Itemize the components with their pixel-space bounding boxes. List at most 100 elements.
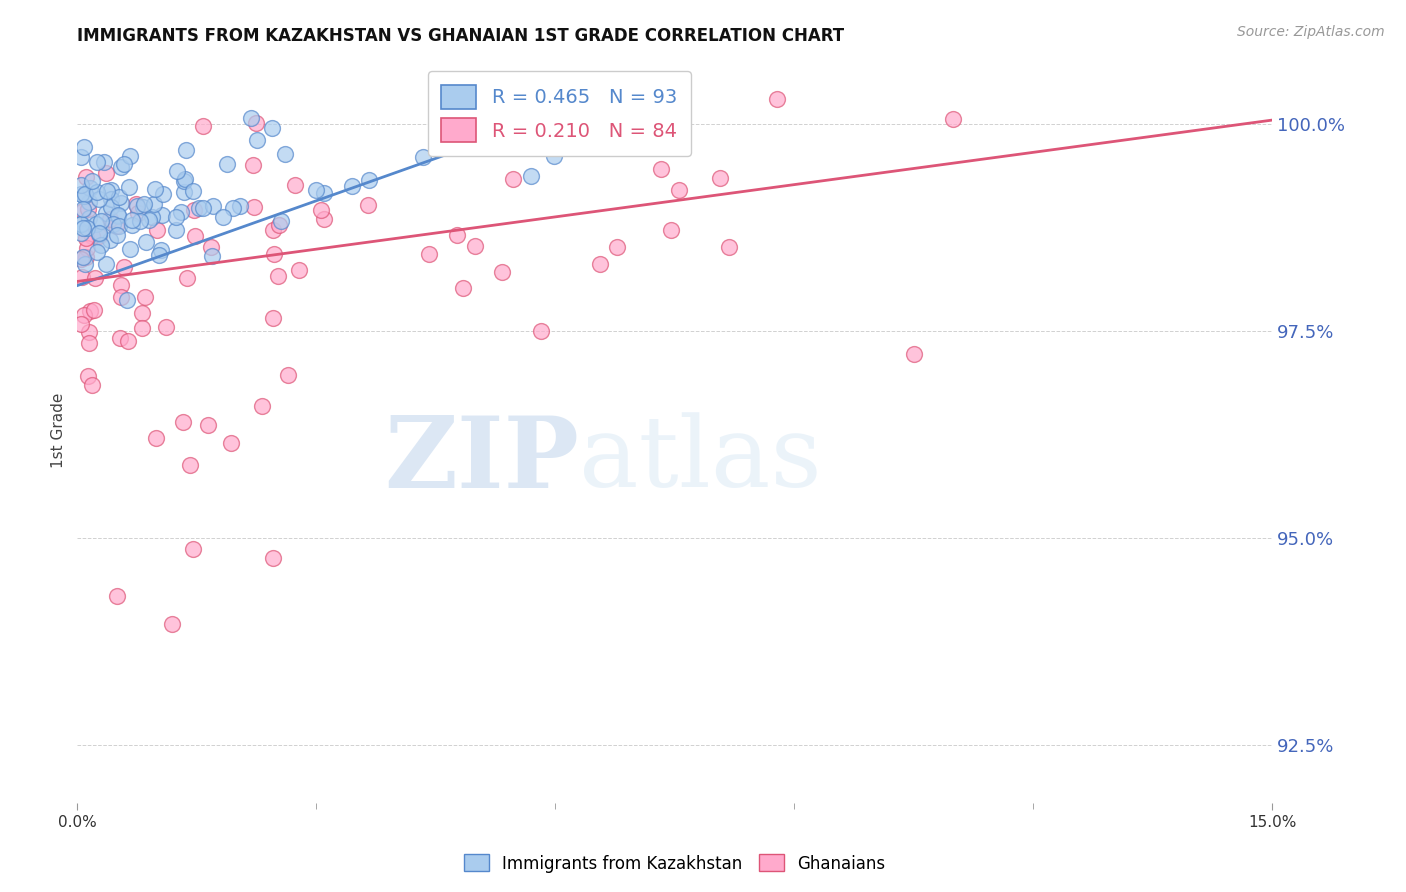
- Point: [173, 186, 195, 200]
- Point: [134, 290, 156, 304]
- Point: [229, 199, 252, 213]
- Point: [273, 146, 295, 161]
- Point: [519, 169, 541, 183]
- Point: [143, 197, 166, 211]
- Point: [174, 172, 197, 186]
- Point: [100, 200, 122, 214]
- Point: [75, 231, 97, 245]
- Point: [135, 235, 157, 250]
- Text: ZIP: ZIP: [384, 412, 579, 508]
- Point: [112, 156, 135, 170]
- Point: [305, 183, 328, 197]
- Point: [543, 148, 565, 162]
- Point: [165, 210, 187, 224]
- Point: [70, 187, 93, 202]
- Point: [357, 198, 380, 212]
- Point: [491, 265, 513, 279]
- Point: [176, 270, 198, 285]
- Point: [263, 246, 285, 260]
- Point: [262, 311, 284, 326]
- Point: [131, 306, 153, 320]
- Point: [107, 208, 129, 222]
- Point: [262, 222, 284, 236]
- Point: [181, 184, 204, 198]
- Point: [138, 212, 160, 227]
- Point: [76, 221, 98, 235]
- Point: [359, 172, 381, 186]
- Point: [170, 204, 193, 219]
- Point: [79, 195, 101, 210]
- Point: [96, 184, 118, 198]
- Point: [197, 417, 219, 432]
- Legend: R = 0.465   N = 93, R = 0.210   N = 84: R = 0.465 N = 93, R = 0.210 N = 84: [427, 71, 690, 156]
- Point: [107, 210, 129, 224]
- Point: [165, 222, 187, 236]
- Point: [108, 219, 131, 233]
- Point: [181, 541, 204, 556]
- Point: [90, 238, 112, 252]
- Point: [277, 368, 299, 383]
- Point: [112, 260, 135, 274]
- Point: [94, 166, 117, 180]
- Point: [120, 148, 142, 162]
- Point: [134, 197, 156, 211]
- Point: [183, 229, 205, 244]
- Point: [446, 227, 468, 242]
- Point: [96, 257, 118, 271]
- Point: [79, 180, 101, 194]
- Point: [70, 217, 93, 231]
- Point: [267, 218, 290, 232]
- Legend: Immigrants from Kazakhstan, Ghanaians: Immigrants from Kazakhstan, Ghanaians: [457, 847, 893, 880]
- Point: [89, 192, 111, 206]
- Text: atlas: atlas: [579, 412, 823, 508]
- Point: [87, 227, 110, 241]
- Y-axis label: 1st Grade: 1st Grade: [51, 392, 66, 468]
- Point: [146, 223, 169, 237]
- Point: [128, 214, 150, 228]
- Point: [242, 158, 264, 172]
- Point: [709, 171, 731, 186]
- Point: [110, 160, 132, 174]
- Point: [105, 219, 128, 234]
- Point: [72, 203, 94, 218]
- Point: [606, 240, 628, 254]
- Point: [132, 200, 155, 214]
- Point: [668, 183, 690, 197]
- Point: [201, 199, 224, 213]
- Point: [212, 211, 235, 225]
- Point: [260, 120, 283, 135]
- Point: [179, 458, 201, 472]
- Point: [191, 201, 214, 215]
- Point: [70, 151, 93, 165]
- Point: [166, 164, 188, 178]
- Point: [76, 202, 98, 216]
- Point: [342, 178, 364, 193]
- Point: [250, 399, 273, 413]
- Point: [93, 154, 115, 169]
- Point: [103, 218, 125, 232]
- Point: [120, 242, 142, 256]
- Point: [267, 269, 290, 284]
- Point: [75, 250, 97, 264]
- Point: [70, 227, 93, 241]
- Point: [77, 336, 100, 351]
- Point: [77, 325, 100, 339]
- Point: [82, 377, 104, 392]
- Point: [418, 246, 440, 260]
- Point: [115, 293, 138, 308]
- Point: [86, 155, 108, 169]
- Point: [82, 174, 104, 188]
- Point: [75, 187, 97, 202]
- Point: [173, 173, 195, 187]
- Point: [650, 162, 672, 177]
- Point: [191, 119, 214, 133]
- Point: [76, 241, 98, 255]
- Point: [523, 114, 546, 128]
- Text: IMMIGRANTS FROM KAZAKHSTAN VS GHANAIAN 1ST GRADE CORRELATION CHART: IMMIGRANTS FROM KAZAKHSTAN VS GHANAIAN 1…: [77, 28, 845, 45]
- Point: [100, 192, 122, 206]
- Point: [219, 436, 242, 450]
- Point: [86, 185, 108, 199]
- Point: [121, 218, 143, 232]
- Point: [127, 206, 149, 220]
- Point: [183, 202, 205, 217]
